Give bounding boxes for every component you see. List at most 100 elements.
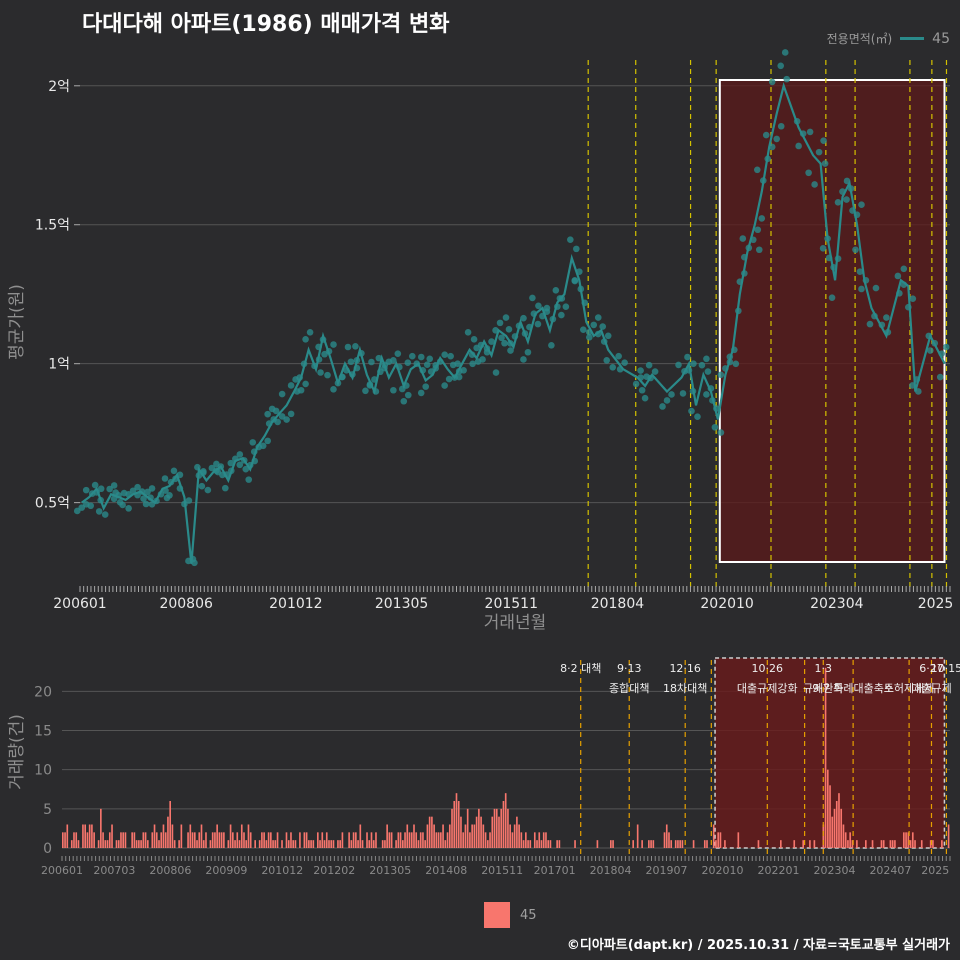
volume-bar (122, 832, 125, 848)
volume-bar (115, 840, 118, 848)
price-point (621, 359, 628, 367)
volume-bar (486, 840, 489, 848)
volume-bar (229, 824, 232, 848)
price-point (422, 383, 430, 390)
volume-bar (138, 840, 140, 848)
price-point (703, 355, 710, 363)
price-point (368, 358, 375, 366)
price-point (909, 295, 917, 302)
volume-bar (493, 808, 496, 848)
price-point (447, 352, 454, 360)
volume-bar (350, 840, 353, 848)
volume-bar (153, 824, 156, 848)
price-point (87, 502, 95, 510)
volume-bar (292, 840, 295, 848)
price-point (638, 386, 646, 394)
volume-bar (674, 840, 677, 848)
volume-bar (844, 832, 847, 848)
volume-bar (348, 832, 350, 848)
price-point (858, 201, 865, 209)
volume-bar (142, 832, 145, 848)
price-point (324, 371, 331, 379)
price-point (454, 360, 461, 367)
price-point (579, 326, 587, 333)
volume-bar (856, 840, 858, 848)
volume-bar (737, 832, 740, 848)
volume-bar (352, 832, 355, 848)
volume-bar (245, 840, 248, 848)
price-point (645, 361, 653, 369)
volume-bar (513, 824, 516, 848)
price-point (679, 390, 687, 397)
volume-x-tick-label: 200909 (205, 864, 247, 877)
volume-bar (558, 840, 561, 848)
volume-bar (527, 840, 529, 848)
volume-x-tick-label: 201012 (261, 864, 303, 877)
volume-bar (285, 832, 288, 848)
volume-bar (670, 840, 673, 848)
volume-bar (520, 832, 523, 848)
volume-bar (386, 824, 388, 848)
volume-bar (196, 840, 198, 848)
price-x-tick-label: 202010 (700, 596, 753, 612)
volume-bar (426, 824, 429, 848)
price-point (663, 397, 671, 404)
price-point (594, 314, 602, 321)
volume-bar (681, 840, 684, 848)
volume-bar (851, 840, 854, 848)
price-point (390, 357, 397, 364)
price-point (651, 368, 659, 375)
price-point (926, 347, 934, 354)
volume-bar (469, 832, 471, 848)
volume-bar (610, 840, 612, 848)
volume-bar (236, 832, 239, 848)
price-point (78, 504, 86, 511)
volume-bar (263, 832, 265, 848)
volume-bar (466, 808, 469, 848)
volume-bar (341, 832, 344, 848)
volume-x-tick-label: 202304 (813, 864, 855, 877)
price-point (704, 368, 712, 375)
volume-bar (914, 840, 916, 848)
volume-bar (793, 840, 796, 848)
price-point (520, 314, 527, 322)
price-point (469, 360, 476, 368)
policy-label-detail: 9·7 특례대출축소 (812, 682, 894, 695)
volume-bar (440, 832, 442, 848)
price-point (306, 328, 314, 336)
volume-bar (679, 840, 681, 848)
volume-bar (802, 840, 805, 848)
volume-bar (719, 832, 722, 848)
volume-bar (471, 824, 473, 848)
price-point (221, 484, 229, 492)
volume-bar (133, 832, 136, 848)
volume-bar (173, 840, 176, 848)
price-x-axis-title: 거래년월 (484, 613, 547, 633)
price-x-tick-label: 201012 (269, 596, 322, 612)
chart-title: 다대다해 아파트(1986) 매매가격 변화 (82, 12, 450, 37)
volume-bar (357, 840, 359, 848)
price-point (505, 326, 513, 333)
price-point (571, 277, 579, 284)
volume-bar (97, 840, 100, 848)
price-point (795, 142, 802, 150)
volume-bar (272, 840, 274, 848)
volume-bar (882, 840, 885, 848)
price-point (739, 235, 747, 242)
price-point (95, 508, 103, 515)
volume-bar (372, 840, 375, 848)
price-point (529, 294, 536, 302)
volume-bar (482, 824, 485, 848)
price-point (811, 181, 818, 188)
price-point (148, 485, 156, 492)
price-point (409, 352, 416, 360)
volume-bar (632, 840, 635, 848)
volume-bar (160, 832, 163, 848)
volume-bar (330, 840, 333, 848)
price-point (805, 169, 812, 177)
volume-bar (261, 832, 263, 848)
price-point (821, 160, 829, 167)
volume-bar (366, 832, 368, 848)
price-point (567, 236, 574, 243)
